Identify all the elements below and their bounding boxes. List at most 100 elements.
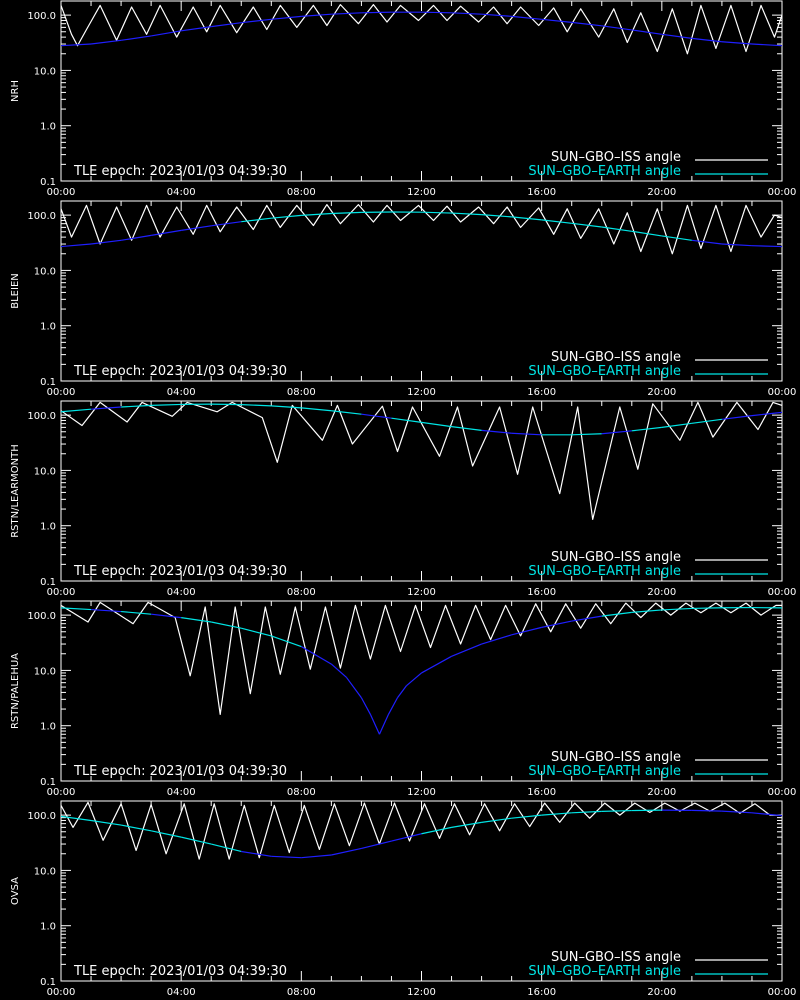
y-axis-title: BLEIEN xyxy=(10,273,21,309)
earth-angle-segment xyxy=(661,422,692,428)
legend-iss-label: SUN–GBO–ISS angle xyxy=(551,950,681,965)
x-tick-label: 00:00 xyxy=(768,387,797,398)
y-axis-title: RSTN/PALEHUA xyxy=(10,653,21,729)
earth-angle-segment xyxy=(481,214,512,218)
earth-angle-segment xyxy=(361,840,392,849)
earth-angle-segment xyxy=(181,617,212,623)
earth-angle-segment xyxy=(271,405,302,409)
earth-angle-segment xyxy=(271,15,302,20)
earth-angle-segment xyxy=(301,13,332,17)
earth-angle-segment xyxy=(61,607,92,611)
earth-angle-segment xyxy=(301,212,332,216)
earth-angle-segment xyxy=(661,235,692,241)
y-tick-label: 100.0 xyxy=(27,611,56,622)
earth-angle-segment xyxy=(361,413,392,419)
x-tick-label: 12:00 xyxy=(407,787,436,798)
earth-angle-segment xyxy=(751,43,782,47)
y-tick-label: 10.0 xyxy=(34,466,56,477)
earth-angle-segment xyxy=(451,12,482,15)
iss-angle-line xyxy=(61,204,782,255)
legend-earth-label: SUN–GBO–EARTH angle xyxy=(528,764,681,779)
legend-earth-label: SUN–GBO–EARTH angle xyxy=(528,364,681,379)
earth-angle-segment xyxy=(601,809,632,812)
earth-angle-segment xyxy=(271,635,302,648)
plot-area xyxy=(61,401,782,521)
earth-angle-segment xyxy=(721,810,752,814)
x-tick-label: 00:00 xyxy=(768,787,797,798)
earth-angle-segment xyxy=(211,843,242,853)
earth-angle-segment xyxy=(378,714,390,735)
earth-angle-segment xyxy=(571,615,602,622)
legend-iss-label: SUN–GBO–ISS angle xyxy=(551,550,681,565)
x-tick-label: 08:00 xyxy=(287,987,316,998)
earth-angle-segment xyxy=(691,607,722,610)
x-tick-label: 04:00 xyxy=(167,787,196,798)
y-tick-label: 10.0 xyxy=(34,866,56,877)
earth-angle-segment xyxy=(511,626,542,636)
earth-angle-segment xyxy=(301,854,332,859)
earth-angle-segment xyxy=(211,221,242,227)
x-tick-label: 16:00 xyxy=(527,387,556,398)
x-tick-label: 12:00 xyxy=(407,587,436,598)
x-tick-label: 16:00 xyxy=(527,587,556,598)
earth-angle-segment xyxy=(90,819,122,826)
earth-angle-segment xyxy=(61,243,92,248)
earth-angle-segment xyxy=(511,216,542,221)
earth-angle-segment xyxy=(181,26,212,32)
x-tick-label: 08:00 xyxy=(287,787,316,798)
x-tick-label: 20:00 xyxy=(647,787,676,798)
x-tick-label: 04:00 xyxy=(167,987,196,998)
earth-angle-segment xyxy=(121,404,152,408)
earth-angle-segment xyxy=(181,225,212,231)
panel-nrh: 0.1 1.0 10.0 100.0 00:00 04:00 08:00 12:00 16:00… xyxy=(10,0,796,198)
earth-angle-segment xyxy=(691,239,722,245)
earth-angle-segment xyxy=(120,35,152,41)
x-tick-label: 00:00 xyxy=(47,587,76,598)
earth-angle-segment xyxy=(241,403,272,407)
earth-angle-segment xyxy=(61,815,92,822)
iss-angle-line xyxy=(61,601,782,716)
earth-angle-segment xyxy=(511,432,542,436)
earth-angle-segment xyxy=(421,826,452,835)
earth-angle-segment xyxy=(120,824,152,832)
x-tick-label: 20:00 xyxy=(647,987,676,998)
tle-epoch-label: TLE epoch: 2023/01/03 04:39:30 xyxy=(73,564,287,579)
x-tick-label: 16:00 xyxy=(527,987,556,998)
x-tick-label: 08:00 xyxy=(287,187,316,198)
y-tick-label: 100.0 xyxy=(27,211,56,222)
x-tick-label: 12:00 xyxy=(407,387,436,398)
earth-angle-segment xyxy=(391,833,422,842)
earth-angle-segment xyxy=(211,621,242,629)
earth-angle-segment xyxy=(571,433,602,436)
earth-angle-segment xyxy=(601,430,632,435)
legend-earth-label: SUN–GBO–EARTH angle xyxy=(528,564,681,579)
y-tick-label: 0.1 xyxy=(40,777,56,788)
earth-angle-segment xyxy=(421,211,452,214)
earth-angle-segment xyxy=(331,12,362,15)
iss-angle-line xyxy=(61,401,782,521)
x-tick-label: 20:00 xyxy=(647,387,676,398)
earth-angle-segment xyxy=(331,211,362,215)
y-tick-label: 1.0 xyxy=(40,322,56,333)
earth-angle-segment xyxy=(406,672,422,687)
earth-angle-segment xyxy=(369,714,380,735)
earth-angle-segment xyxy=(511,15,542,20)
plot-area xyxy=(61,801,782,860)
earth-angle-segment xyxy=(241,18,272,24)
earth-angle-segment xyxy=(121,610,152,615)
earth-angle-segment xyxy=(541,219,572,224)
earth-angle-segment xyxy=(631,426,662,432)
x-tick-label: 12:00 xyxy=(407,187,436,198)
iss-angle-line xyxy=(61,801,782,860)
earth-angle-segment xyxy=(481,634,512,645)
y-tick-label: 10.0 xyxy=(34,266,56,277)
earth-angle-segment xyxy=(301,407,332,412)
earth-angle-segment xyxy=(331,847,362,856)
earth-angle-segment xyxy=(361,11,392,14)
earth-angle-segment xyxy=(481,13,512,17)
earth-angle-segment xyxy=(360,697,371,715)
legend-iss-label: SUN–GBO–ISS angle xyxy=(551,150,681,165)
y-tick-label: 100.0 xyxy=(27,11,56,22)
tle-epoch-label: TLE epoch: 2023/01/03 04:39:30 xyxy=(73,964,287,979)
